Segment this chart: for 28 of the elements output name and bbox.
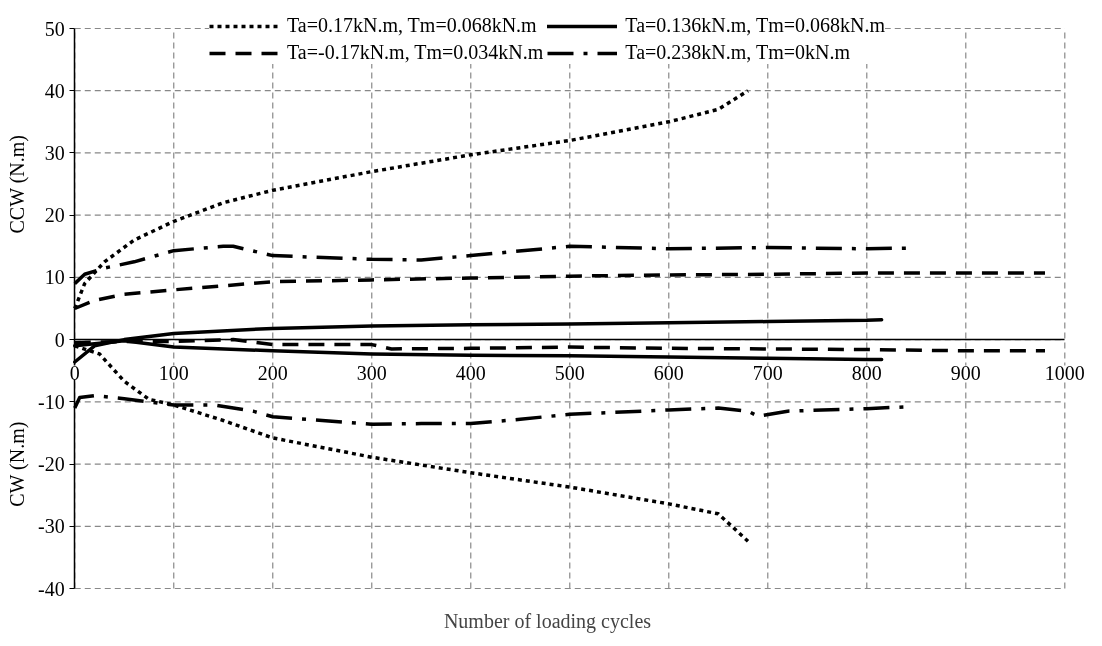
legend-label: Ta=0.238kN.m, Tm=0kN.m	[625, 41, 850, 64]
y-tick-label: 10	[44, 266, 65, 289]
x-tick-label: 900	[950, 361, 981, 384]
x-tick-label: 600	[653, 361, 684, 384]
x-tick-label: 200	[257, 361, 288, 384]
x-axis-title: Number of loading cycles	[443, 609, 652, 633]
y-tick-label: 30	[44, 141, 65, 164]
x-tick-label: 800	[851, 361, 882, 384]
y-tick-label: -20	[38, 453, 65, 476]
x-tick-label: 300	[356, 361, 387, 384]
x-tick-label: 500	[554, 361, 585, 384]
y-tick-label: -40	[38, 577, 65, 600]
x-tick-label: 100	[158, 361, 189, 384]
y-tick-label: 50	[44, 17, 65, 40]
text: CW (N.m)	[6, 421, 30, 507]
y-axis-title: CCW (N.m)	[6, 134, 30, 234]
x-tick-label: 400	[455, 361, 486, 384]
y-tick-label: -30	[38, 515, 65, 538]
y-tick-label: 20	[44, 204, 65, 227]
legend-label: Ta=-0.17kN.m, Tm=0.034kN.m	[287, 41, 544, 64]
y-tick-label: 0	[54, 328, 65, 351]
x-tick-label: 0	[69, 361, 80, 384]
legend-label: Ta=0.17kN.m, Tm=0.068kN.m	[287, 14, 537, 37]
legend-label: Ta=0.136kN.m, Tm=0.068kN.m	[625, 14, 885, 37]
y-tick-label: -10	[38, 390, 65, 413]
x-tick-label: 700	[752, 361, 783, 384]
y-tick-label: 40	[44, 79, 65, 102]
x-tick-label: 1000	[1044, 361, 1085, 384]
